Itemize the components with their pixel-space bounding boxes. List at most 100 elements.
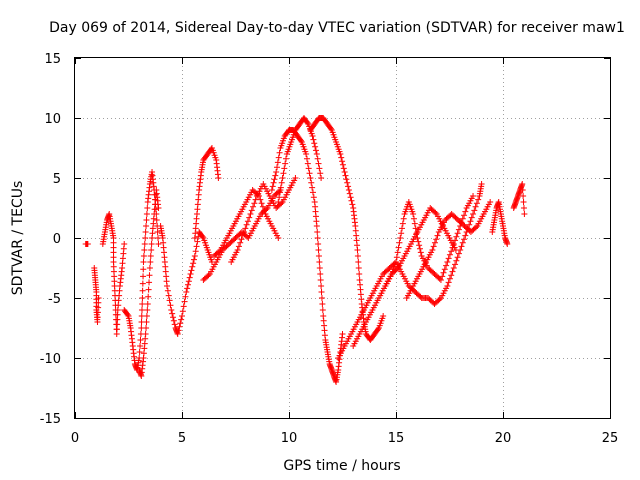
data-point [281, 165, 288, 172]
data-point [410, 215, 417, 222]
data-point [312, 147, 319, 154]
data-point [354, 253, 361, 259]
data-point [521, 211, 528, 217]
data-point [279, 175, 286, 181]
data-point [241, 229, 248, 235]
data-point [139, 295, 146, 301]
data-point [140, 259, 147, 265]
series-arc-r [489, 199, 511, 247]
data-point [313, 223, 320, 229]
data-point [246, 214, 253, 221]
data-point [452, 237, 459, 244]
data-point [412, 225, 419, 232]
data-point [169, 310, 176, 317]
data-point [199, 233, 206, 240]
data-point [181, 298, 188, 305]
data-point [443, 262, 450, 269]
x-tick-label: 15 [388, 431, 405, 446]
data-point [470, 211, 477, 217]
data-point [417, 293, 424, 300]
data-point [139, 280, 146, 287]
data-point [470, 193, 477, 199]
series-arc-e [136, 187, 162, 379]
data-point [184, 281, 191, 288]
series-arc-l [275, 115, 325, 205]
data-point [315, 253, 322, 259]
data-point [145, 286, 152, 293]
data-point [235, 243, 242, 250]
x-tick-label: 20 [495, 431, 512, 446]
data-point [450, 265, 457, 271]
data-point [449, 244, 456, 251]
data-point [318, 289, 325, 295]
data-point [437, 277, 444, 283]
series-arc-k [268, 127, 346, 385]
data-point [394, 249, 401, 256]
data-point [148, 247, 155, 253]
data-point [216, 248, 223, 255]
data-point [268, 187, 275, 193]
data-point [270, 179, 277, 186]
data-point [278, 179, 285, 186]
x-axis-label: GPS time / hours [283, 458, 400, 474]
data-point [400, 215, 407, 222]
data-point [144, 307, 151, 313]
plot-frame [74, 57, 611, 419]
series-arc-a [82, 241, 91, 247]
y-tick-label: -5 [48, 292, 61, 307]
data-point [139, 287, 146, 294]
data-point [187, 271, 194, 277]
data-point [190, 260, 197, 267]
data-point [308, 179, 315, 186]
data-point [347, 194, 354, 201]
data-point [272, 172, 279, 179]
data-point [318, 175, 325, 181]
data-point [182, 293, 189, 300]
data-point [417, 249, 424, 256]
y-tick-label: 15 [44, 52, 61, 67]
data-point [459, 239, 466, 246]
x-tick-label: 25 [602, 431, 619, 446]
data-point [136, 349, 143, 355]
data-point [184, 285, 191, 292]
data-point [349, 201, 356, 208]
y-tick-label: 0 [53, 232, 61, 247]
data-point [319, 307, 326, 313]
data-point [397, 235, 404, 241]
data-point [341, 169, 348, 175]
data-point [147, 259, 154, 265]
data-point [304, 160, 311, 167]
data-point [167, 302, 174, 309]
data-point [312, 143, 319, 150]
series-arc-f [157, 223, 215, 337]
data-point [144, 301, 151, 307]
series-arc-m [307, 115, 387, 343]
data-point [186, 274, 193, 281]
x-tick-labels: 0 5 10 15 20 25 [71, 431, 618, 446]
data-point [144, 205, 151, 211]
data-point [354, 247, 361, 253]
data-point [171, 321, 178, 328]
data-point [146, 272, 153, 279]
data-point [278, 200, 285, 207]
data-point [145, 293, 152, 300]
data-point [277, 184, 284, 191]
data-point [177, 320, 184, 327]
data-point [141, 241, 148, 247]
data-point [164, 283, 171, 289]
data-point [452, 261, 459, 268]
data-point [461, 212, 468, 219]
data-point [436, 296, 443, 303]
data-point [411, 220, 418, 227]
data-point [462, 232, 469, 239]
data-point [375, 326, 382, 333]
data-point [250, 203, 257, 210]
data-point [309, 133, 316, 139]
data-point [445, 279, 452, 286]
data-point [237, 239, 244, 246]
data-point [274, 164, 281, 171]
data-point [154, 229, 161, 235]
y-axis-label: SDTVAR / TECUs [10, 181, 26, 296]
data-point [462, 208, 469, 215]
data-point [429, 247, 436, 253]
